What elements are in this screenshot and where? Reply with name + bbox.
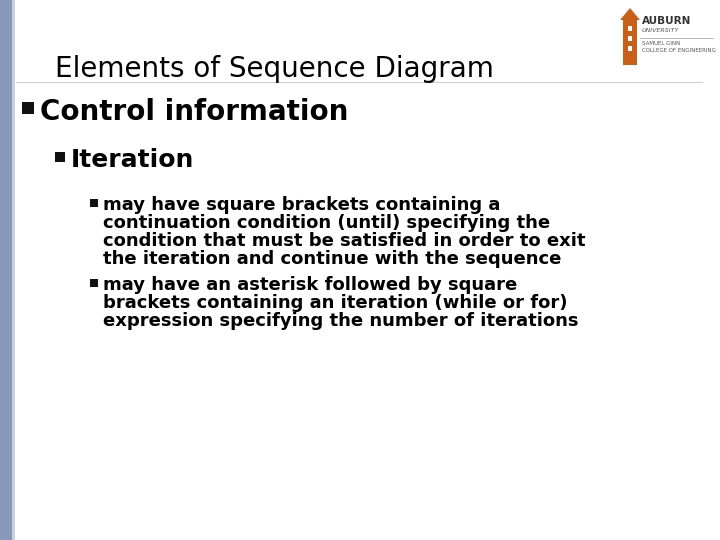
Text: may have an asterisk followed by square: may have an asterisk followed by square xyxy=(103,276,517,294)
Bar xyxy=(628,46,632,51)
Bar xyxy=(0,0,12,540)
Text: may have square brackets containing a: may have square brackets containing a xyxy=(103,196,500,214)
Bar xyxy=(628,36,632,41)
Bar xyxy=(12,0,15,540)
Bar xyxy=(623,20,637,65)
Polygon shape xyxy=(620,8,640,20)
Bar xyxy=(90,199,98,207)
Text: Iteration: Iteration xyxy=(71,148,194,172)
Bar xyxy=(22,102,34,114)
Text: the iteration and continue with the sequence: the iteration and continue with the sequ… xyxy=(103,250,562,268)
Text: brackets containing an iteration (while or for): brackets containing an iteration (while … xyxy=(103,294,567,312)
Text: Elements of Sequence Diagram: Elements of Sequence Diagram xyxy=(55,55,494,83)
Text: condition that must be satisfied in order to exit: condition that must be satisfied in orde… xyxy=(103,232,585,250)
Text: AUBURN: AUBURN xyxy=(642,16,691,26)
Text: UNIVERSITY: UNIVERSITY xyxy=(642,28,680,33)
Text: expression specifying the number of iterations: expression specifying the number of iter… xyxy=(103,312,578,330)
Bar xyxy=(55,152,65,162)
Text: SAMUEL GINN
COLLEGE OF ENGINEERING: SAMUEL GINN COLLEGE OF ENGINEERING xyxy=(642,41,716,52)
Text: continuation condition (until) specifying the: continuation condition (until) specifyin… xyxy=(103,214,550,232)
Bar xyxy=(90,279,98,287)
Bar xyxy=(628,26,632,31)
Text: Control information: Control information xyxy=(40,98,348,126)
